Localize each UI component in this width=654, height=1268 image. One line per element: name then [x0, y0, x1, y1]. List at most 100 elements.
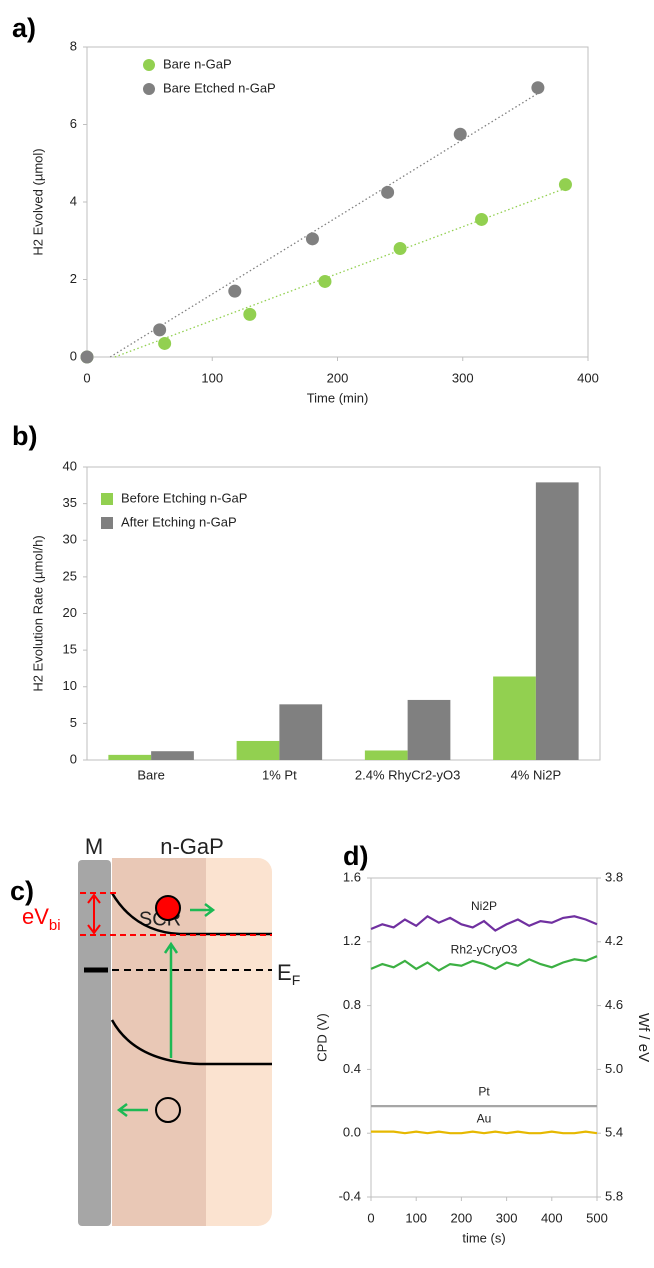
y-tick-label: 1.6: [343, 869, 361, 884]
y-tick-label: 30: [63, 532, 77, 547]
data-point: [228, 284, 242, 298]
data-point: [475, 212, 489, 226]
x-tick-label: 4% Ni2P: [511, 767, 562, 782]
y-tick-label: 4: [70, 193, 77, 208]
bar: [364, 750, 408, 760]
hole: [155, 1097, 181, 1123]
y-tick-label: 25: [63, 568, 77, 583]
data-point: [453, 127, 467, 141]
data-point: [381, 185, 395, 199]
data-point: [531, 81, 545, 95]
panel-label: d): [343, 841, 368, 871]
data-point: [80, 350, 94, 364]
x-tick-label: 100: [201, 370, 223, 385]
fermi-main: E: [277, 960, 292, 985]
metal: [78, 860, 111, 1226]
bar: [108, 754, 152, 760]
x-tick-label: 0: [83, 370, 90, 385]
y2-tick-label: 4.6: [605, 997, 623, 1012]
bar: [151, 751, 194, 760]
bar: [535, 482, 579, 760]
data-point: [318, 274, 332, 288]
y-tick-label: 0: [70, 751, 77, 766]
y2-tick-label: 5.4: [605, 1125, 623, 1140]
x-tick-label: 400: [541, 1210, 563, 1225]
y-tick-label: 2: [70, 271, 77, 286]
y-tick-label: 0.0: [343, 1125, 361, 1140]
y2-tick-label: 5.8: [605, 1188, 623, 1203]
x-axis-label: Time (min): [307, 390, 369, 405]
x-axis-label: time (s): [462, 1230, 505, 1245]
x-tick-label: Bare: [137, 767, 164, 782]
y-tick-label: 10: [63, 678, 77, 693]
chart-line: d) -0.4 0.0 0.4 0.8 1.2 1.6 5.8 5.4 5.0 4.6 4.2 3.8 0…: [314, 841, 652, 1245]
bar: [236, 740, 280, 760]
legend-label: Bare n-GaP: [163, 56, 232, 71]
bar: [493, 676, 536, 760]
y-tick-label: 6: [70, 116, 77, 131]
conduction-band: [110, 892, 272, 936]
legend-label: Bare Etched n-GaP: [163, 80, 276, 95]
x-tick-label: 500: [586, 1210, 608, 1225]
y-tick-label: 20: [63, 605, 77, 620]
panel-label: b): [12, 421, 37, 451]
y-tick-label: 40: [63, 458, 77, 473]
data-line: [370, 914, 598, 932]
y2-tick-label: 5.0: [605, 1061, 623, 1076]
y-tick-label: 15: [63, 642, 77, 657]
x-tick-label: 400: [577, 370, 599, 385]
legend-label: Before Etching n-GaP: [121, 490, 247, 505]
panel-label: c): [10, 876, 34, 906]
data-point: [305, 232, 319, 246]
data-line: [370, 955, 598, 972]
x-tick-label: 100: [405, 1210, 427, 1225]
built-in-label: eVbi: [22, 904, 61, 934]
hole-arrow: [116, 1103, 148, 1117]
y-tick-label: 1.2: [343, 933, 361, 948]
electron-arrow: [190, 903, 216, 917]
trendline: [114, 187, 566, 358]
legend-marker: [143, 83, 155, 95]
data-point: [558, 178, 572, 192]
y-tick-label: 35: [63, 495, 77, 510]
x-tick-label: 1% Pt: [262, 767, 297, 782]
electron: [155, 895, 181, 921]
fermi-sub: F: [292, 972, 301, 988]
barrier-arrow: [87, 893, 101, 935]
metal-label: M: [85, 834, 103, 859]
x-tick-label: 300: [452, 370, 474, 385]
y-tick-label: 0: [70, 348, 77, 363]
x-tick-label: 200: [327, 370, 349, 385]
data-point: [158, 336, 172, 350]
chart-scatter: a) 0 2 4 6 8 0 100 200 300 400 Time (min) H2 Evolved…: [12, 13, 599, 405]
x-tick-label: 300: [496, 1210, 518, 1225]
x-tick-label: 200: [451, 1210, 473, 1225]
bar: [279, 704, 323, 760]
plot-frame: [370, 877, 598, 1198]
legend-marker: [101, 493, 113, 505]
excitation-arrow: [163, 941, 179, 1058]
data-point: [393, 242, 407, 255]
semiconductor-label: n-GaP: [160, 834, 224, 859]
y-tick-label: -0.4: [339, 1188, 361, 1203]
y2-axis-label: Wf / eV: [635, 1013, 652, 1062]
trendline: [109, 92, 539, 358]
series-label: Pt: [478, 1084, 490, 1098]
series-label: Rh2-yCryO3: [451, 942, 518, 956]
y2-tick-label: 4.2: [605, 933, 623, 948]
y-axis-label: H2 Evolution Rate (µmol/h): [30, 535, 45, 691]
y-axis-label: H2 Evolved (µmol): [30, 148, 45, 255]
legend-marker: [101, 517, 113, 529]
data-line: [371, 1130, 598, 1135]
y-tick-label: 0.4: [343, 1061, 361, 1076]
legend-label: After Etching n-GaP: [121, 514, 237, 529]
fermi-label: EF: [277, 960, 300, 988]
chart-bar: b) 0 5 10 15 20 25 30 35 40 H2 Evolution Rate (µmo…: [12, 421, 601, 782]
panel-label: a): [12, 13, 36, 43]
built-in-sub: bi: [49, 917, 61, 934]
series-label: Ni2P: [471, 899, 497, 913]
y-tick-label: 8: [70, 38, 77, 53]
valence-band: [110, 1019, 272, 1066]
data-point: [243, 307, 257, 321]
